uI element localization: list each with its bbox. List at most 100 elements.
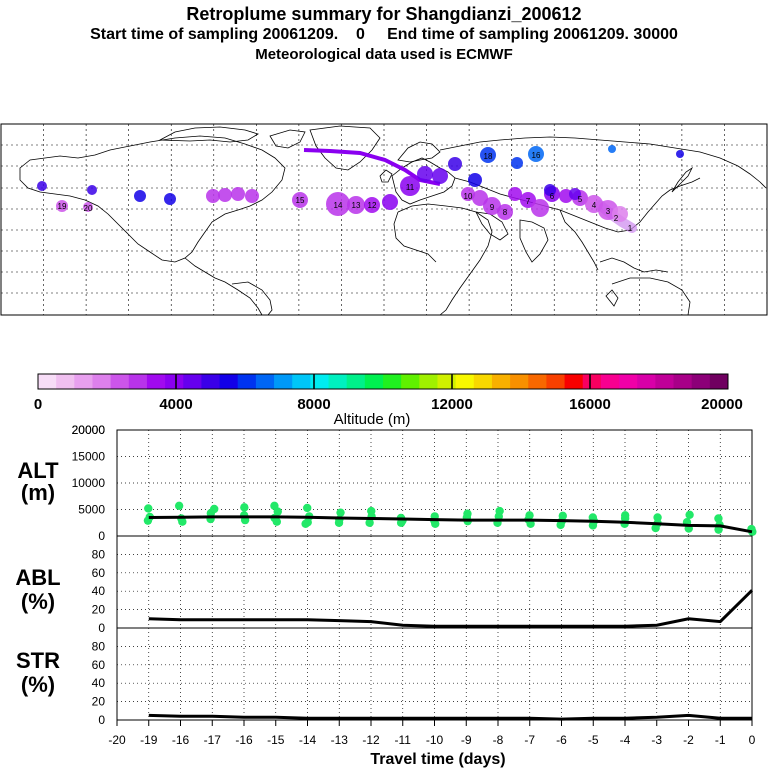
abl-label-line2: (%) xyxy=(21,589,55,614)
series-line xyxy=(149,517,752,532)
colorbar-cell xyxy=(601,374,620,389)
plume-day-label: 3 xyxy=(606,207,611,216)
x-tick-label: -3 xyxy=(651,733,662,747)
colorbar-cell xyxy=(492,374,511,389)
plume-cluster-marker xyxy=(448,157,462,171)
altitude-colorbar: 0 4000 8000 12000 16000 20000 Altitude (… xyxy=(34,374,743,428)
y-tick-label: 0 xyxy=(98,529,105,543)
plume-cluster-marker xyxy=(468,173,482,187)
plume-day-label: 4 xyxy=(592,201,597,210)
alt-scatter-point xyxy=(303,504,311,512)
plume-cluster-marker xyxy=(206,189,220,203)
plume-day-label: 5 xyxy=(578,195,583,204)
plume-cluster-marker xyxy=(134,190,146,202)
x-tick-label: -1 xyxy=(715,733,726,747)
colorbar-cell xyxy=(111,374,130,389)
x-axis-label: Travel time (days) xyxy=(370,751,505,768)
colorbar-cell xyxy=(437,374,456,389)
colorbar-cell xyxy=(256,374,275,389)
plume-day-label: 10 xyxy=(464,192,473,201)
plume-cluster-marker xyxy=(676,150,684,158)
time-series-panels: 0500010000150002000020000020406080020406… xyxy=(72,423,757,747)
plume-cluster-marker xyxy=(218,188,232,202)
panel-alt: 0500010000150002000020000 xyxy=(72,423,757,543)
y-tick-label: 0 xyxy=(98,713,105,727)
colorbar-cell xyxy=(528,374,547,389)
plume-day-label: 19 xyxy=(58,202,67,211)
y-tick-label: 80 xyxy=(92,639,106,653)
y-tick-label: 20000 xyxy=(72,423,106,437)
x-tick-label: -5 xyxy=(588,733,599,747)
x-tick-label: -4 xyxy=(620,733,631,747)
panel-frame xyxy=(117,628,752,720)
x-tick-label: -14 xyxy=(299,733,317,747)
str-label-line2: (%) xyxy=(21,672,55,697)
x-tick-label: -13 xyxy=(331,733,349,747)
plume-cluster-marker xyxy=(508,187,522,201)
str-label-line1: STR xyxy=(16,648,60,673)
colorbar-cell xyxy=(129,374,148,389)
plume-day-label: 11 xyxy=(406,183,415,192)
colorbar-cell xyxy=(183,374,202,389)
colorbar-cell xyxy=(692,374,711,389)
y-tick-label: 20 xyxy=(92,603,106,617)
y-tick-label: 60 xyxy=(92,566,106,580)
alt-scatter-point xyxy=(144,504,152,512)
colorbar-cell xyxy=(147,374,166,389)
figure-canvas: 19 2018 161514 13 1211109876 54321 0 4000 800… xyxy=(0,0,768,768)
plume-day-label: 7 xyxy=(526,197,531,206)
x-tick-label: -16 xyxy=(172,733,190,747)
y-tick-label: 5000 xyxy=(78,503,105,517)
plume-day-label: 14 xyxy=(334,201,343,210)
y-tick-label: 0 xyxy=(98,621,105,635)
colorbar-cell xyxy=(674,374,693,389)
y-tick-label: 15000 xyxy=(72,450,106,464)
colorbar-cell xyxy=(383,374,402,389)
x-tick-label: -8 xyxy=(493,733,504,747)
plume-day-label: 9 xyxy=(490,203,495,212)
colorbar-cell xyxy=(637,374,656,389)
colorbar-tick-label: 20000 xyxy=(701,396,743,413)
plume-day-label: 1 xyxy=(628,224,633,233)
x-tick-label: -6 xyxy=(556,733,567,747)
colorbar-cell xyxy=(546,374,565,389)
colorbar-cell xyxy=(510,374,529,389)
plume-cluster-marker xyxy=(511,157,523,169)
colorbar-cell xyxy=(565,374,584,389)
y-tick-label: 40 xyxy=(92,676,106,690)
x-tick-label: -15 xyxy=(267,733,285,747)
colorbar-cell xyxy=(655,374,674,389)
y-tick-label: 20 xyxy=(92,695,106,709)
plume-day-label: 18 xyxy=(484,152,493,161)
colorbar-cell xyxy=(619,374,638,389)
colorbar-cell xyxy=(38,374,57,389)
plume-day-label: 13 xyxy=(352,201,361,210)
colorbar-tick-label: 16000 xyxy=(569,396,611,413)
world-map: 19 2018 161514 13 1211109876 54321 xyxy=(1,124,767,315)
y-tick-label: 60 xyxy=(92,658,106,672)
colorbar-cell xyxy=(165,374,184,389)
colorbar-tick-label: 8000 xyxy=(297,396,330,413)
plume-cluster-marker xyxy=(531,199,549,217)
alt-panel-label: ALT (m) xyxy=(17,458,59,505)
colorbar-tick-label: 12000 xyxy=(431,396,473,413)
x-tick-label: -2 xyxy=(683,733,694,747)
plume-cluster-marker xyxy=(37,181,47,191)
plume-day-label: 15 xyxy=(296,196,305,205)
plume-cluster-marker xyxy=(87,185,97,195)
colorbar-cell xyxy=(329,374,348,389)
panel-abl: 0 20 40 60 80 xyxy=(92,536,752,635)
colorbar-cell xyxy=(419,374,438,389)
x-tick-label: 0 xyxy=(749,733,756,747)
x-axis: -20 -19 -16 -17 -16 -15 -14 -13 -12 -11 -10 -9 -8 -7-… xyxy=(108,720,755,747)
x-tick-label: -17 xyxy=(204,733,222,747)
plume-cluster-marker xyxy=(432,168,448,184)
x-tick-label: -20 xyxy=(108,733,126,747)
colorbar-cell xyxy=(274,374,293,389)
x-tick-label: -19 xyxy=(140,733,158,747)
colorbar-title: Altitude (m) xyxy=(334,411,411,428)
x-tick-label: -11 xyxy=(395,733,412,747)
y-tick-label: 10000 xyxy=(72,476,106,490)
alt-label-line2: (m) xyxy=(21,480,55,505)
x-tick-label: -7 xyxy=(524,733,535,747)
